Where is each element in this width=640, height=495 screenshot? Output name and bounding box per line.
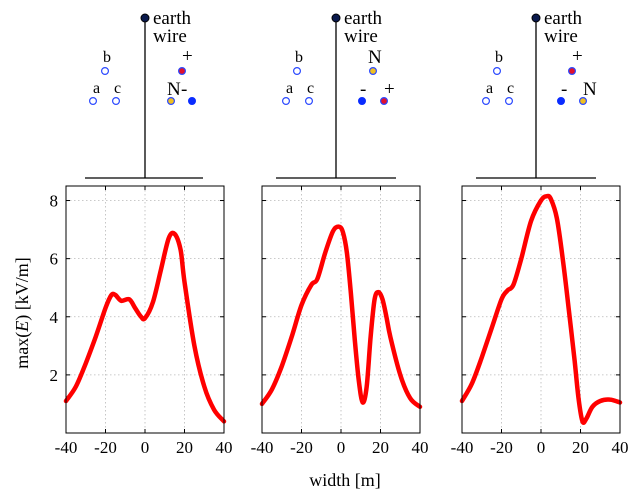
conductor-bottom-right [188, 96, 197, 105]
conductor-b [293, 66, 302, 75]
conductor-c-label: c [114, 80, 121, 97]
x-tick-label: 40 [412, 438, 429, 457]
conductor-a [482, 96, 491, 105]
tower-diagram-2: earth wire b a c N - + [276, 8, 396, 179]
conductor-bottom-right-label: N [583, 79, 597, 100]
conductor-a-label: a [93, 80, 100, 97]
conductor-top-label: + [572, 46, 583, 67]
x-tick-label: -40 [451, 438, 474, 457]
y-tick-label: 6 [50, 250, 59, 269]
earth-label: earth [544, 8, 582, 29]
x-tick-label: 40 [612, 438, 629, 457]
conductor-a-label: a [486, 80, 493, 97]
conductor-a-label: a [286, 80, 293, 97]
conductor-a [88, 96, 97, 105]
circuit-left: b a c [88, 49, 121, 105]
circuit-left: b a c [482, 49, 514, 105]
conductor-top [369, 66, 378, 75]
conductor-bottom-right-label: - [181, 79, 187, 100]
y-tick-label: 2 [50, 366, 59, 385]
earth-label: earth [344, 8, 382, 29]
plot-panel-1: -40 -20 0 20 40 2 4 6 8 [50, 185, 233, 457]
conductor-bottom-left [556, 96, 565, 105]
conductor-bottom-left-label: N [167, 79, 181, 100]
conductor-bottom-left [358, 96, 367, 105]
circuit-left: b a c [282, 49, 314, 105]
earth-wire-conductor [531, 13, 541, 23]
circuit-right: + N - [167, 46, 197, 105]
y-axis-label: max(E) [kV/m] [12, 257, 33, 368]
series-line [459, 193, 623, 425]
conductor-a [282, 96, 291, 105]
x-tick-label: 40 [216, 438, 233, 457]
x-tick-label: 0 [537, 438, 546, 457]
tower-diagram-3: earth wire b a c + - N [476, 8, 597, 179]
x-tick-label: -40 [251, 438, 274, 457]
conductor-c-label: c [307, 80, 314, 97]
plot-panel-3: -40 -20 0 20 40 [451, 185, 629, 457]
conductor-b-label: b [103, 49, 111, 66]
x-tick-label: 20 [572, 438, 589, 457]
earth-wire-conductor [140, 13, 150, 23]
conductor-c [111, 96, 120, 105]
earth-label: earth [153, 8, 191, 29]
conductor-b [100, 66, 109, 75]
earth-wire-conductor [331, 13, 341, 23]
conductor-bottom-left-label: - [561, 79, 567, 100]
series-line [259, 224, 423, 410]
x-axis-label: width [m] [309, 470, 381, 490]
x-tick-label: 20 [176, 438, 193, 457]
conductor-b [493, 66, 502, 75]
conductor-top [178, 66, 187, 75]
conductor-c [305, 96, 314, 105]
conductor-bottom-left-label: - [360, 79, 366, 100]
conductor-bottom-left [167, 96, 176, 105]
wire-label: wire [153, 26, 187, 47]
x-tick-label: -20 [290, 438, 313, 457]
conductor-top [567, 66, 576, 75]
conductor-top-label: + [182, 46, 193, 67]
tower-diagram-1: earth wire b a c + N - [85, 8, 203, 179]
x-tick-label: 0 [337, 438, 346, 457]
plot-panel-2: -40 -20 0 20 40 [251, 185, 429, 457]
x-tick-label: 20 [372, 438, 389, 457]
x-tick-label: -40 [55, 438, 78, 457]
conductor-bottom-right-label: + [384, 79, 395, 100]
conductor-c-label: c [507, 80, 514, 97]
conductor-bottom-right [380, 96, 389, 105]
x-tick-label: -20 [94, 438, 117, 457]
circuit-right: + - N [556, 46, 597, 105]
conductor-top-label: N [368, 47, 382, 68]
conductor-bottom-right [578, 96, 587, 105]
conductor-c [505, 96, 514, 105]
wire-label: wire [344, 26, 378, 47]
y-tick-label: 4 [50, 308, 59, 327]
x-tick-label: -20 [490, 438, 513, 457]
conductor-b-label: b [295, 49, 303, 66]
plot-panels: -40 -20 0 20 40 2 4 6 8 -40 -20 0 20 40 -40 -20 0 20 40 [50, 185, 629, 457]
conductor-b-label: b [495, 49, 503, 66]
circuit-right: N - + [358, 47, 395, 105]
wire-label: wire [544, 26, 578, 47]
series-line [63, 230, 227, 424]
x-tick-label: 0 [141, 438, 150, 457]
y-tick-label: 8 [50, 192, 59, 211]
